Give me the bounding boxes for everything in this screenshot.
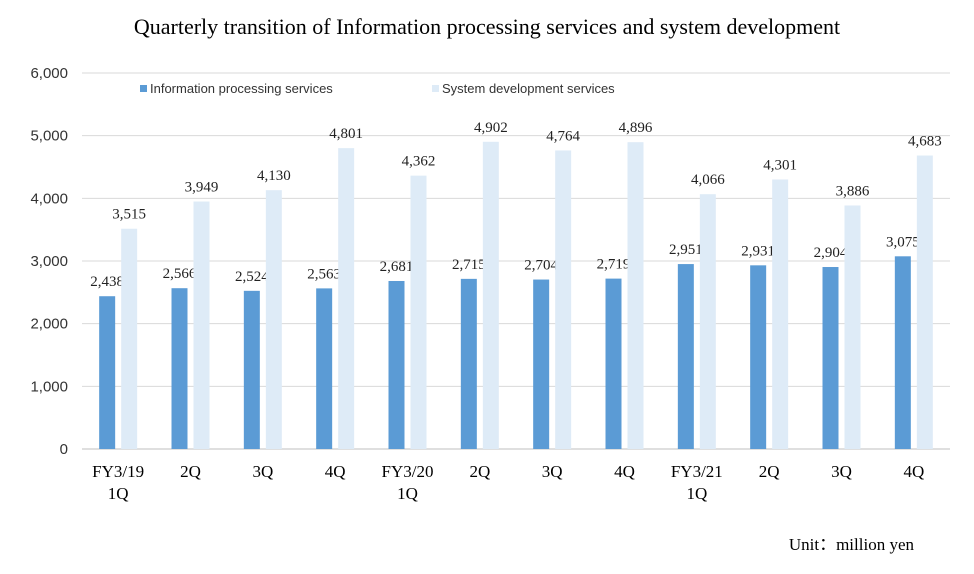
data-label: 3,075 (886, 234, 920, 250)
bar-system-development (482, 141, 499, 450)
x-tick-label: 2Q (469, 462, 490, 481)
x-tick-label: FY3/21 (671, 462, 723, 481)
x-tick-label: 1Q (108, 484, 129, 503)
legend-swatch (140, 85, 147, 92)
x-tick-label: 4Q (903, 462, 924, 481)
bar-information-processing (750, 265, 767, 449)
data-label: 4,301 (763, 157, 797, 173)
data-label: 2,931 (741, 243, 775, 259)
data-label: 4,683 (908, 134, 942, 150)
y-tick-label: 1,000 (30, 378, 68, 395)
data-label: 4,764 (546, 128, 580, 144)
data-label: 2,904 (814, 245, 848, 261)
data-label: 2,704 (524, 258, 558, 274)
y-tick-label: 4,000 (30, 190, 68, 207)
bar-system-development (410, 175, 427, 449)
y-tick-label: 6,000 (30, 65, 68, 82)
unit-label: Unit：million yen (788, 535, 914, 554)
data-label: 2,438 (90, 274, 124, 290)
bar-information-processing (822, 267, 839, 449)
bar-information-processing (243, 290, 260, 449)
data-label: 2,681 (380, 259, 414, 275)
data-label: 3,949 (185, 180, 219, 196)
data-label: 2,715 (452, 257, 486, 273)
x-tick-label: FY3/20 (382, 462, 434, 481)
data-label: 4,896 (619, 120, 653, 136)
data-label: 4,801 (329, 126, 363, 142)
bar-information-processing (171, 288, 188, 449)
data-label: 3,886 (836, 183, 870, 199)
bar-system-development (121, 228, 138, 449)
y-tick-label: 0 (60, 441, 68, 458)
x-tick-label: 1Q (686, 484, 707, 503)
data-label: 4,362 (402, 154, 436, 170)
y-tick-label: 2,000 (30, 316, 68, 333)
x-tick-label: 2Q (759, 462, 780, 481)
bar-information-processing (388, 280, 405, 449)
bar-system-development (193, 201, 210, 449)
y-tick-label: 3,000 (30, 253, 68, 270)
bar-information-processing (677, 264, 694, 449)
data-label: 2,719 (597, 257, 631, 273)
bar-system-development (916, 155, 933, 450)
data-label: 2,566 (163, 266, 197, 282)
bar-system-development (555, 150, 572, 449)
data-label: 2,951 (669, 242, 703, 258)
chart-title: Quarterly transition of Information proc… (133, 14, 841, 39)
bar-system-development (772, 179, 789, 449)
data-label: 2,563 (307, 266, 341, 282)
data-label: 4,902 (474, 120, 508, 136)
x-tick-label: FY3/19 (92, 462, 144, 481)
data-label: 4,066 (691, 172, 725, 188)
bar-information-processing (316, 288, 333, 449)
bar-system-development (627, 142, 644, 449)
bar-information-processing (460, 278, 477, 449)
bar-system-development (699, 194, 716, 449)
legend-label: System development services (442, 81, 615, 96)
bar-system-development (338, 148, 355, 449)
x-tick-label: 1Q (397, 484, 418, 503)
x-tick-label: 3Q (252, 462, 273, 481)
data-label: 4,130 (257, 168, 291, 184)
bar-information-processing (894, 256, 911, 449)
bar-information-processing (533, 279, 550, 449)
bar-system-development (844, 205, 861, 449)
legend-swatch (432, 85, 439, 92)
x-tick-label: 2Q (180, 462, 201, 481)
bar-information-processing (99, 296, 116, 449)
legend-label: Information processing services (150, 81, 333, 96)
data-label: 2,524 (235, 269, 269, 285)
x-tick-label: 4Q (325, 462, 346, 481)
x-tick-label: 3Q (542, 462, 563, 481)
x-tick-label: 4Q (614, 462, 635, 481)
bar-information-processing (605, 278, 622, 449)
x-tick-label: 3Q (831, 462, 852, 481)
y-tick-label: 5,000 (30, 128, 68, 145)
data-label: 3,515 (112, 207, 146, 223)
bar-system-development (265, 190, 282, 450)
